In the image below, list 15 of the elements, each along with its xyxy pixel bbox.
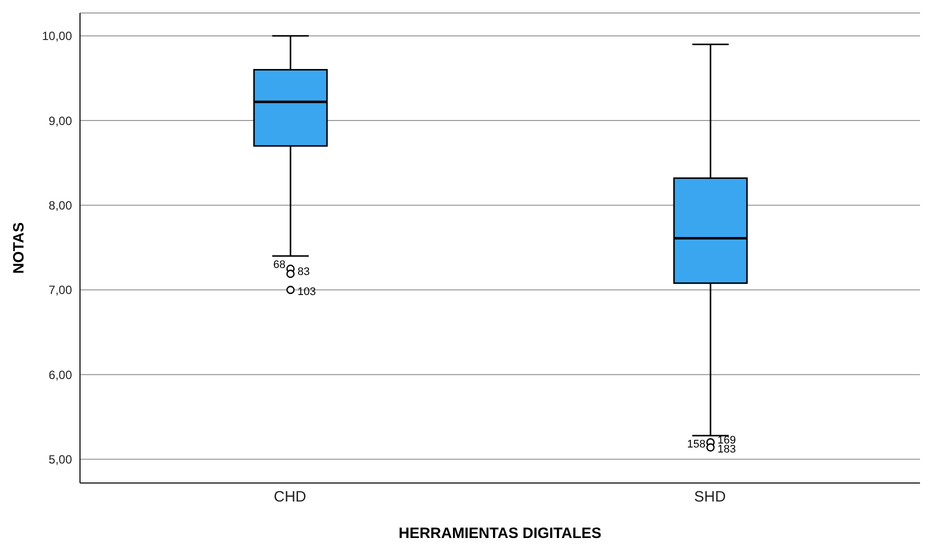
y-tick-label: 5,00 <box>48 452 72 467</box>
annotation: 158 <box>687 438 706 451</box>
x-tick-label: SHD <box>694 488 726 506</box>
y-tick-label: 9,00 <box>48 114 72 128</box>
y-tick-label: 8,00 <box>48 198 72 212</box>
annotation: 83 <box>298 266 310 278</box>
x-tick-label: CHD <box>274 488 306 506</box>
annotation: 183 <box>718 443 736 456</box>
y-axis-title: NOTAS <box>10 222 28 274</box>
y-tick-label: 10,00 <box>42 29 72 44</box>
y-tick-label: 7,00 <box>48 283 72 298</box>
x-axis-title: HERRAMIENTAS DIGITALES <box>398 525 602 542</box>
annotation: 103 <box>298 286 316 298</box>
annotation: 68 <box>273 259 286 272</box>
y-tick-label: 6,00 <box>48 368 72 382</box>
